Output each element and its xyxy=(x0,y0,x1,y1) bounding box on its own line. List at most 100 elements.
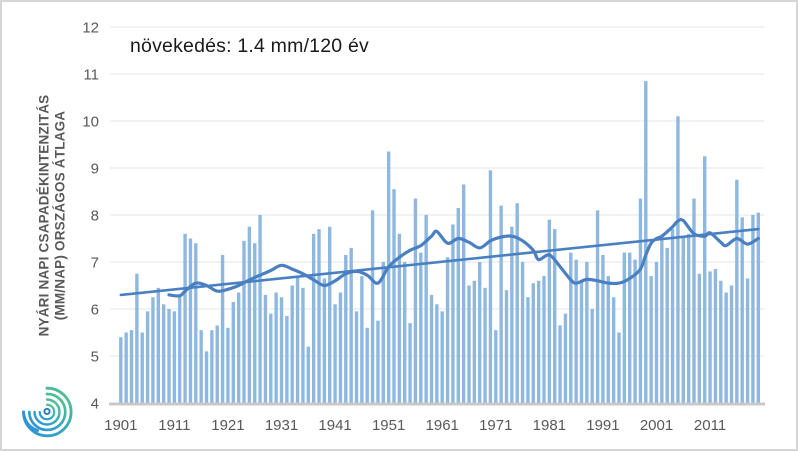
bar xyxy=(633,259,637,403)
bar xyxy=(456,207,460,403)
bar xyxy=(279,297,284,403)
bar xyxy=(263,294,268,403)
bar xyxy=(167,309,171,403)
bar xyxy=(435,304,439,403)
bar xyxy=(338,292,343,403)
x-tick-label: 1981 xyxy=(533,417,566,434)
bar xyxy=(488,170,493,403)
bar xyxy=(403,262,407,403)
x-tick-label: 1921 xyxy=(211,417,244,434)
bar xyxy=(183,233,187,403)
bar xyxy=(349,247,353,403)
bar xyxy=(713,269,718,403)
bar xyxy=(269,313,273,403)
bar xyxy=(729,285,734,403)
bar xyxy=(724,292,728,403)
x-tick-label: 1971 xyxy=(479,417,512,434)
bar xyxy=(194,243,198,403)
moving-average-line xyxy=(167,217,760,298)
bar xyxy=(735,179,739,403)
bar xyxy=(665,247,669,403)
y-axis-title-line2: (MM/NAP) ORSZÁGOS ÁTLAGA xyxy=(52,110,67,321)
bar xyxy=(601,254,605,403)
bar xyxy=(370,210,375,403)
bar xyxy=(429,294,434,403)
bar xyxy=(247,226,252,403)
bar xyxy=(745,278,750,403)
bar xyxy=(579,280,584,403)
bar xyxy=(520,262,525,403)
bar xyxy=(740,217,744,403)
bar xyxy=(494,330,498,403)
bar xyxy=(119,337,123,403)
bar xyxy=(413,198,418,403)
x-tick-label: 2011 xyxy=(694,417,726,434)
bar xyxy=(392,189,396,403)
bar xyxy=(751,215,755,403)
y-tick-label: 9 xyxy=(91,161,99,178)
x-tick-label: 1911 xyxy=(158,417,190,434)
bar xyxy=(574,259,578,403)
y-tick-label: 6 xyxy=(91,302,99,319)
bar xyxy=(236,292,241,403)
bar xyxy=(333,304,337,403)
bar xyxy=(188,238,193,403)
bar xyxy=(692,198,696,403)
bar xyxy=(295,276,300,403)
bar xyxy=(328,226,332,403)
bar xyxy=(676,116,680,404)
bar xyxy=(611,297,616,403)
bar xyxy=(178,297,182,403)
bar xyxy=(686,233,691,403)
y-tick-label: 4 xyxy=(91,396,99,413)
bar xyxy=(311,233,316,403)
bar xyxy=(253,243,257,403)
bar xyxy=(440,311,444,403)
bar xyxy=(622,252,627,403)
bar xyxy=(151,297,155,403)
bar xyxy=(408,323,412,403)
bar xyxy=(515,203,519,403)
bar xyxy=(381,262,385,403)
bar xyxy=(478,262,482,403)
bar xyxy=(590,309,594,403)
bar xyxy=(445,257,450,403)
bar xyxy=(617,332,621,403)
x-tick-label: 2001 xyxy=(640,417,673,434)
bar xyxy=(376,320,380,403)
bar xyxy=(397,233,402,403)
x-tick-label: 1961 xyxy=(426,417,459,434)
bar xyxy=(585,262,589,403)
bar xyxy=(644,81,648,404)
bar xyxy=(504,290,509,403)
y-tick-label: 12 xyxy=(82,20,99,37)
bar xyxy=(145,311,150,403)
bar xyxy=(274,292,278,403)
x-tick-label: 1901 xyxy=(104,417,137,434)
bar xyxy=(424,215,428,403)
bar xyxy=(638,198,643,403)
bar xyxy=(210,330,214,403)
y-tick-label: 7 xyxy=(91,255,99,272)
bar xyxy=(135,273,139,403)
bar xyxy=(386,151,391,403)
x-tick-label: 1931 xyxy=(265,417,298,434)
bar xyxy=(451,224,455,403)
bar xyxy=(360,276,364,403)
bar xyxy=(344,254,348,403)
trend-line xyxy=(119,227,760,297)
bar xyxy=(317,229,321,403)
bar xyxy=(231,301,235,403)
y-tick-label: 10 xyxy=(82,114,99,131)
bar xyxy=(697,273,702,403)
x-tick-label: 1941 xyxy=(318,417,351,434)
bar xyxy=(199,330,203,403)
bar xyxy=(553,229,557,403)
x-tick-label: 1991 xyxy=(586,417,619,434)
y-axis-title: NYÁRI NAPI CSAPADÉKINTENZITÁS (MM/NAP) O… xyxy=(37,54,68,378)
bar xyxy=(285,316,289,403)
bar xyxy=(649,276,653,403)
bar xyxy=(290,285,294,403)
